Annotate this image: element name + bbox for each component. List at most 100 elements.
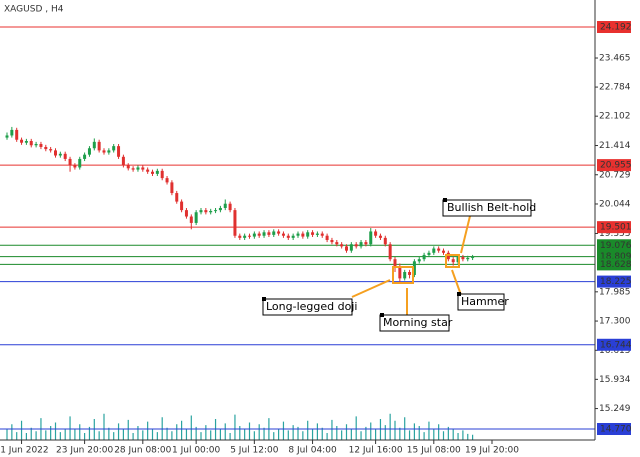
candle-body [10, 129, 14, 136]
candle-body [417, 259, 421, 262]
candle-body [131, 168, 135, 170]
candle-body [78, 158, 82, 168]
candle-body [427, 252, 431, 255]
candle-body [238, 235, 242, 238]
candle-body [63, 153, 67, 159]
x-tick-label: 5 Jul 12:00 [230, 446, 279, 456]
candle-body [349, 244, 353, 251]
level-label: 14.770 [600, 425, 632, 435]
candle-body [136, 167, 140, 170]
candle-body [102, 150, 106, 153]
level-label-bg [597, 275, 631, 288]
annotation-text: Morning star [383, 316, 453, 329]
y-tick-label: 16.615 [599, 346, 631, 356]
candle-body [359, 242, 363, 247]
annotation-text: Hammer [461, 295, 509, 308]
candle-body [83, 154, 87, 159]
anchor [457, 292, 461, 296]
y-tick-label: 22.784 [599, 83, 631, 93]
candle-body [364, 242, 368, 245]
plot-area [0, 26, 595, 440]
x-tick-label: 1 Jul 00:00 [172, 446, 221, 456]
candle-body [330, 239, 334, 243]
arrow [460, 215, 471, 254]
candle-body [412, 261, 416, 275]
candle-body [432, 248, 436, 253]
x-tick-label: 21 Jun 2022 [0, 446, 49, 456]
y-tick-label: 19.353 [599, 229, 631, 239]
candle-body [437, 248, 441, 251]
anchor [443, 198, 447, 202]
candle-body [15, 129, 19, 140]
candle-body [422, 254, 426, 260]
candle-body [180, 201, 184, 211]
candle-body [87, 148, 91, 155]
candle-body [296, 233, 300, 236]
candle-body [408, 271, 412, 275]
candle-body [403, 271, 407, 279]
level-label: 16.744 [600, 340, 632, 350]
candle-body [24, 141, 28, 143]
candle-body [471, 257, 475, 259]
level-label: 19.501 [600, 223, 632, 233]
candle-body [214, 210, 218, 212]
candle-body [272, 231, 276, 235]
candle-body [39, 143, 43, 147]
candle-body [58, 153, 62, 156]
candle-body [68, 158, 72, 166]
candle-body [112, 146, 116, 151]
x-tick-label: 15 Jul 08:00 [407, 446, 461, 456]
level-label-bg [597, 338, 631, 351]
candle-body [262, 232, 266, 236]
candle-body [383, 237, 387, 245]
candle-body [141, 167, 145, 170]
candle-body [315, 233, 319, 235]
candle-body [398, 267, 402, 279]
annotation-box [457, 293, 505, 311]
candle-body [291, 235, 295, 238]
candle-body [107, 150, 111, 153]
y-tick-label: 17.300 [599, 317, 631, 327]
annotation-text: Bullish Belt-hold [447, 201, 536, 214]
candle-body [199, 210, 203, 213]
candle-body [20, 139, 24, 143]
candle-body [121, 156, 125, 166]
level-label-bg [597, 423, 631, 435]
candle-body [73, 165, 77, 168]
level-label-bg [597, 159, 631, 172]
candle-body [5, 135, 9, 138]
candle-body [306, 232, 310, 237]
level-label: 19.076 [600, 241, 632, 251]
level-label-bg [597, 21, 631, 33]
candle-body [170, 182, 174, 194]
candle-body [374, 231, 378, 236]
candle-body [175, 193, 179, 202]
candle-body [451, 259, 455, 263]
x-tick-label: 8 Jul 04:00 [288, 446, 337, 456]
level-label: 18.225 [600, 277, 632, 287]
candle-body [345, 246, 348, 251]
annotation-text: Long-legged doji [266, 300, 357, 313]
candle-body [126, 165, 130, 169]
candle-body [29, 141, 33, 146]
candle-body [354, 244, 358, 247]
anchor [380, 313, 384, 317]
annotation-box [442, 199, 532, 217]
annotation-box [262, 298, 353, 316]
level-label-bg [597, 221, 631, 234]
candle-body [49, 149, 53, 151]
arrow [451, 269, 462, 296]
candle-body [388, 244, 392, 260]
candle-body [160, 170, 164, 179]
candle-body [325, 235, 329, 240]
anchor [262, 297, 266, 301]
y-tick-label: 23.465 [599, 54, 631, 64]
level-label: 18.628 [600, 260, 632, 270]
arrow [351, 279, 391, 298]
y-tick-label: 15.934 [599, 375, 631, 385]
candle-body [218, 207, 222, 211]
candle-body [252, 233, 256, 237]
level-label: 24.192 [600, 23, 632, 33]
candle-body [301, 233, 305, 237]
